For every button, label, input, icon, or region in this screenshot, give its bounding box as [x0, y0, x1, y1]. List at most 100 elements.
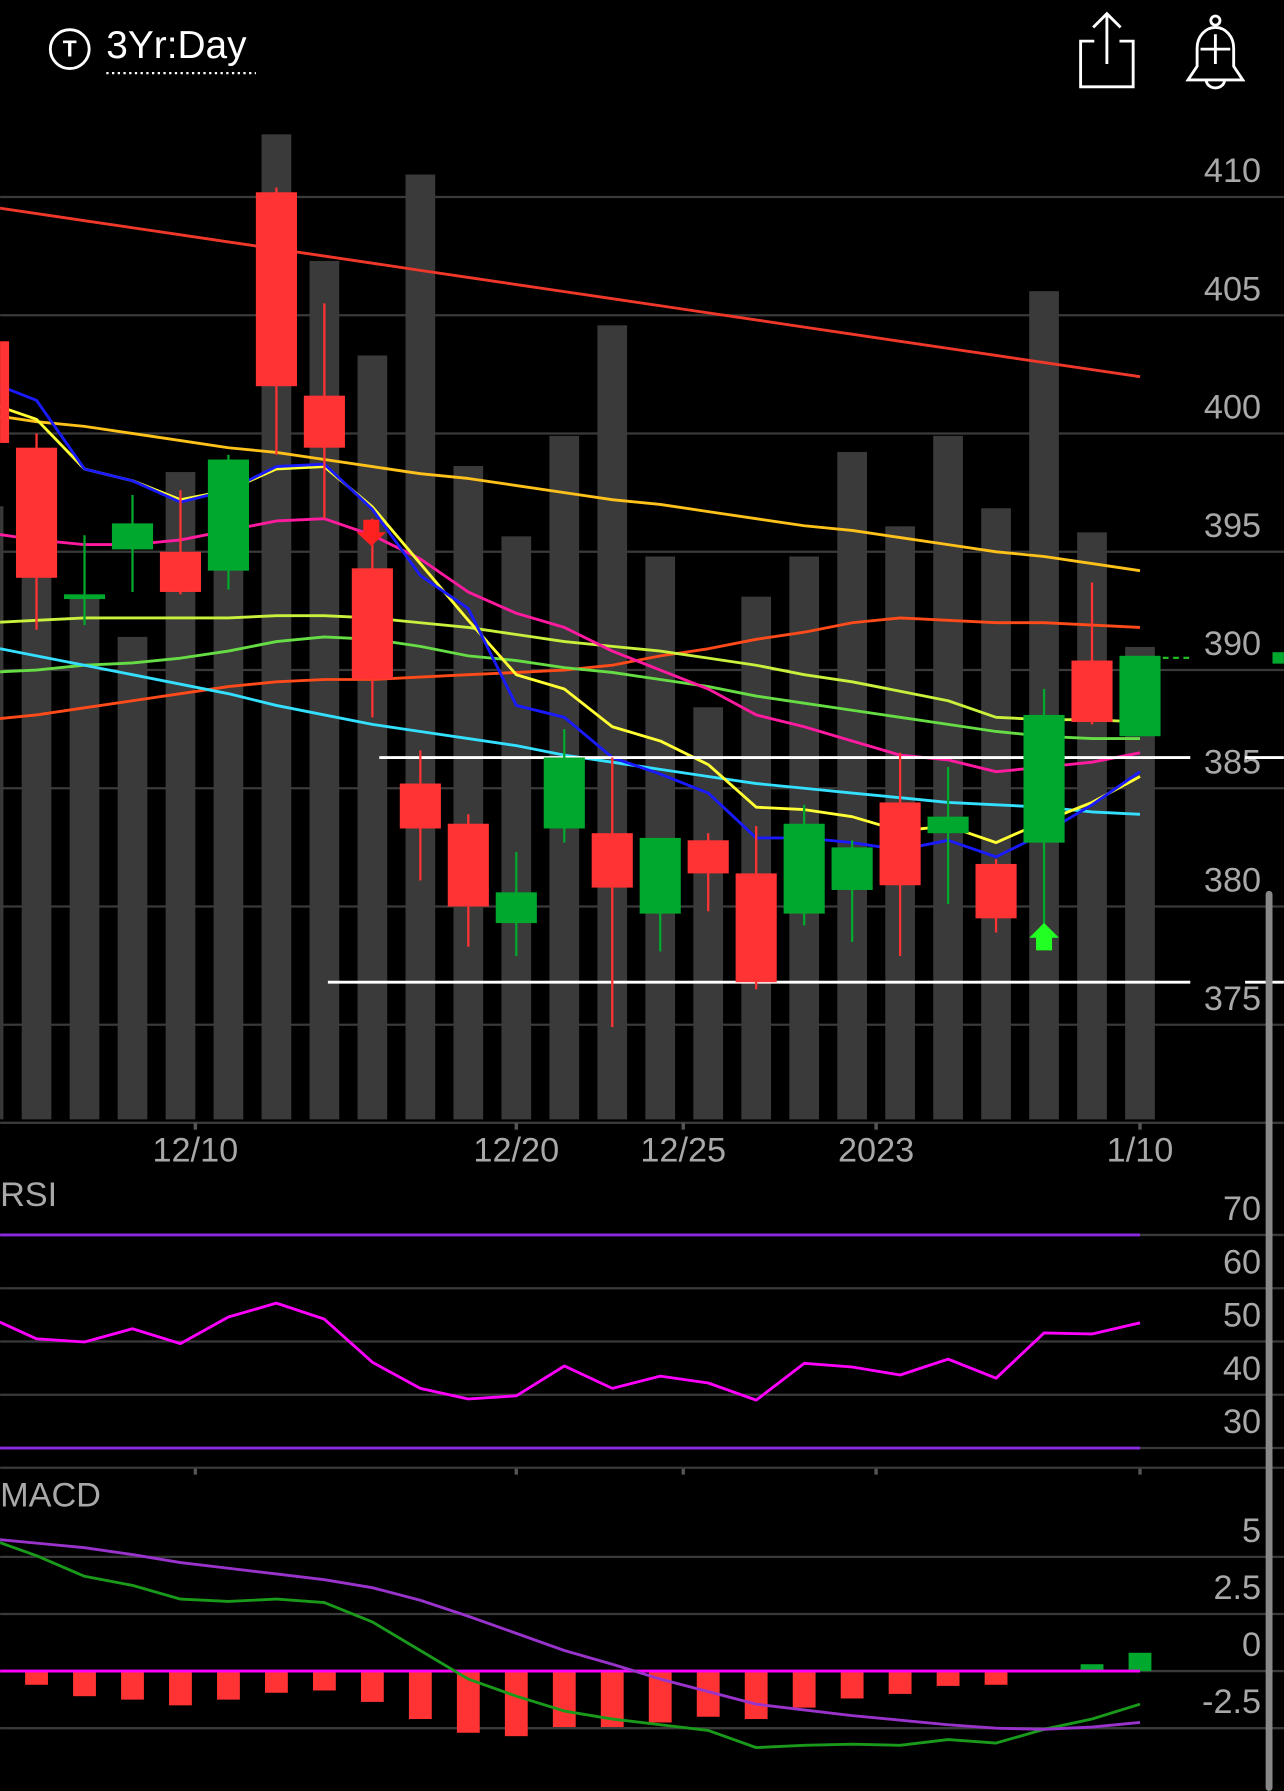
x-tick-label: 1/10 [1107, 1132, 1174, 1170]
y-tick-label: 385 [1204, 743, 1261, 781]
share-button[interactable] [1079, 11, 1135, 89]
candle-body [1071, 660, 1113, 723]
last-price-marker [1272, 652, 1284, 664]
candle-body [543, 757, 585, 829]
candle-body [63, 594, 106, 600]
scrollbar[interactable] [1265, 890, 1273, 1791]
volume-bar [453, 466, 484, 1120]
x-tick-label: 12/10 [152, 1132, 238, 1170]
histogram-bar [25, 1671, 48, 1685]
candle-body [735, 873, 777, 983]
y-tick-label: 410 [1204, 152, 1261, 190]
y-tick-label: 5 [1242, 1512, 1261, 1550]
indicator-line [0, 614, 1141, 724]
histogram-bar [552, 1671, 576, 1728]
histogram-bar [73, 1671, 96, 1697]
volume-bar [981, 508, 1011, 1120]
panel-title: MACD [0, 1476, 101, 1514]
candle-body [447, 823, 489, 907]
buy-arrow [1029, 922, 1059, 951]
histogram-bar [840, 1671, 864, 1699]
histogram-bar [408, 1671, 432, 1720]
candle-body [591, 833, 633, 888]
candle-body [639, 837, 681, 914]
volume-bar [693, 707, 724, 1120]
histogram-bar [360, 1671, 384, 1702]
histogram-bar [312, 1671, 336, 1691]
candle-body [495, 892, 537, 924]
volume-bar [0, 506, 4, 1120]
histogram-bar [888, 1671, 912, 1694]
indicator-line [0, 1541, 1141, 1750]
volume-bar [357, 355, 388, 1120]
histogram-bar [121, 1671, 144, 1700]
signal-arrows [356, 519, 1059, 951]
indicator-line [0, 616, 1141, 720]
histogram-bar [600, 1671, 624, 1728]
volume-bar [501, 536, 532, 1120]
candle-body [159, 551, 202, 592]
volume-bar [117, 636, 148, 1120]
x-tick-label: 12/20 [473, 1132, 559, 1170]
histogram-bar [936, 1671, 960, 1686]
candle-body [399, 783, 441, 829]
indicator-line [0, 635, 1141, 740]
ticker-icon[interactable] [48, 28, 91, 70]
y-tick-label: 30 [1223, 1403, 1261, 1441]
candle-body [351, 568, 393, 680]
histogram-bar [744, 1671, 768, 1720]
range-selector[interactable]: 3Yr:Day [106, 24, 247, 67]
candle-body [783, 823, 825, 914]
histogram-bar [1128, 1652, 1152, 1672]
histogram-bar [504, 1671, 528, 1737]
candle-body [111, 523, 154, 550]
candle-body [15, 447, 58, 578]
y-tick-label: 70 [1223, 1190, 1261, 1228]
indicator-line [0, 1301, 1141, 1402]
ticker-icon-text: T [63, 35, 77, 61]
candle-body [207, 459, 250, 571]
volume-bar [69, 596, 100, 1120]
volume-bar [837, 451, 867, 1120]
alert-button[interactable] [1185, 14, 1246, 90]
candle-body [687, 840, 729, 874]
histogram-bar [984, 1671, 1008, 1685]
indicator-line [0, 1538, 1141, 1731]
histogram-bar [696, 1671, 720, 1717]
candle-body [303, 395, 345, 448]
y-tick-label: 405 [1204, 270, 1261, 308]
y-tick-label: 380 [1204, 862, 1261, 900]
y-tick-label: 400 [1204, 389, 1261, 427]
y-tick-label: 40 [1223, 1350, 1261, 1388]
histogram-bar [792, 1671, 816, 1708]
y-tick-label: 2.5 [1213, 1569, 1261, 1607]
y-tick-label: -2.5 [1202, 1683, 1261, 1721]
histogram-bar [648, 1671, 672, 1723]
candle-body [927, 816, 969, 834]
y-tick-label: 0 [1242, 1626, 1261, 1664]
indicator-line [0, 414, 1141, 573]
histogram-bar [264, 1671, 288, 1693]
candle-body [831, 847, 873, 890]
y-tick-label: 60 [1223, 1243, 1261, 1281]
histogram-bar [456, 1671, 480, 1733]
y-tick-label: 375 [1204, 980, 1261, 1018]
candle-body [0, 341, 10, 443]
candle-body [879, 802, 921, 886]
candle-body [1023, 714, 1065, 843]
x-tick-label: 12/25 [640, 1132, 726, 1170]
panel-title: RSI [0, 1176, 57, 1214]
sell-arrow [356, 519, 387, 546]
histogram-bar [169, 1671, 192, 1706]
histogram-bar [217, 1671, 240, 1700]
volume-bar [213, 522, 244, 1120]
candle-body [255, 192, 297, 387]
y-tick-label: 395 [1204, 507, 1261, 545]
y-tick-label: 50 [1223, 1297, 1261, 1335]
header: T 3Yr:Day [48, 11, 1246, 90]
histogram-bar [1080, 1664, 1104, 1672]
candle-body [975, 863, 1017, 919]
